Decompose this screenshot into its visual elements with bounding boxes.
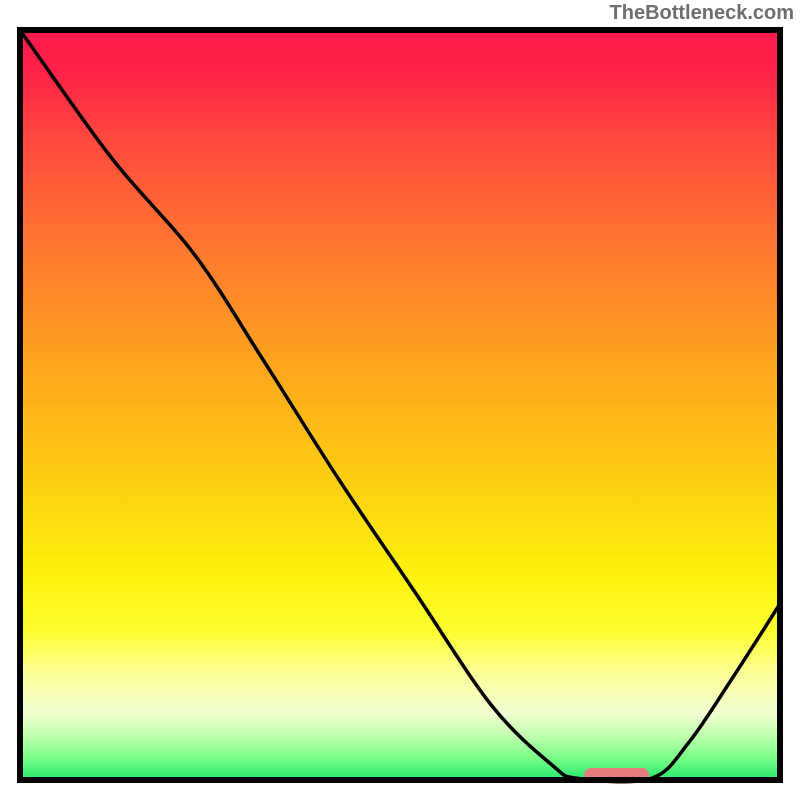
chart-container: TheBottleneck.com: [0, 0, 800, 800]
bottleneck-chart: [0, 0, 800, 800]
watermark-label: TheBottleneck.com: [610, 2, 794, 25]
plot-background: [20, 30, 780, 780]
